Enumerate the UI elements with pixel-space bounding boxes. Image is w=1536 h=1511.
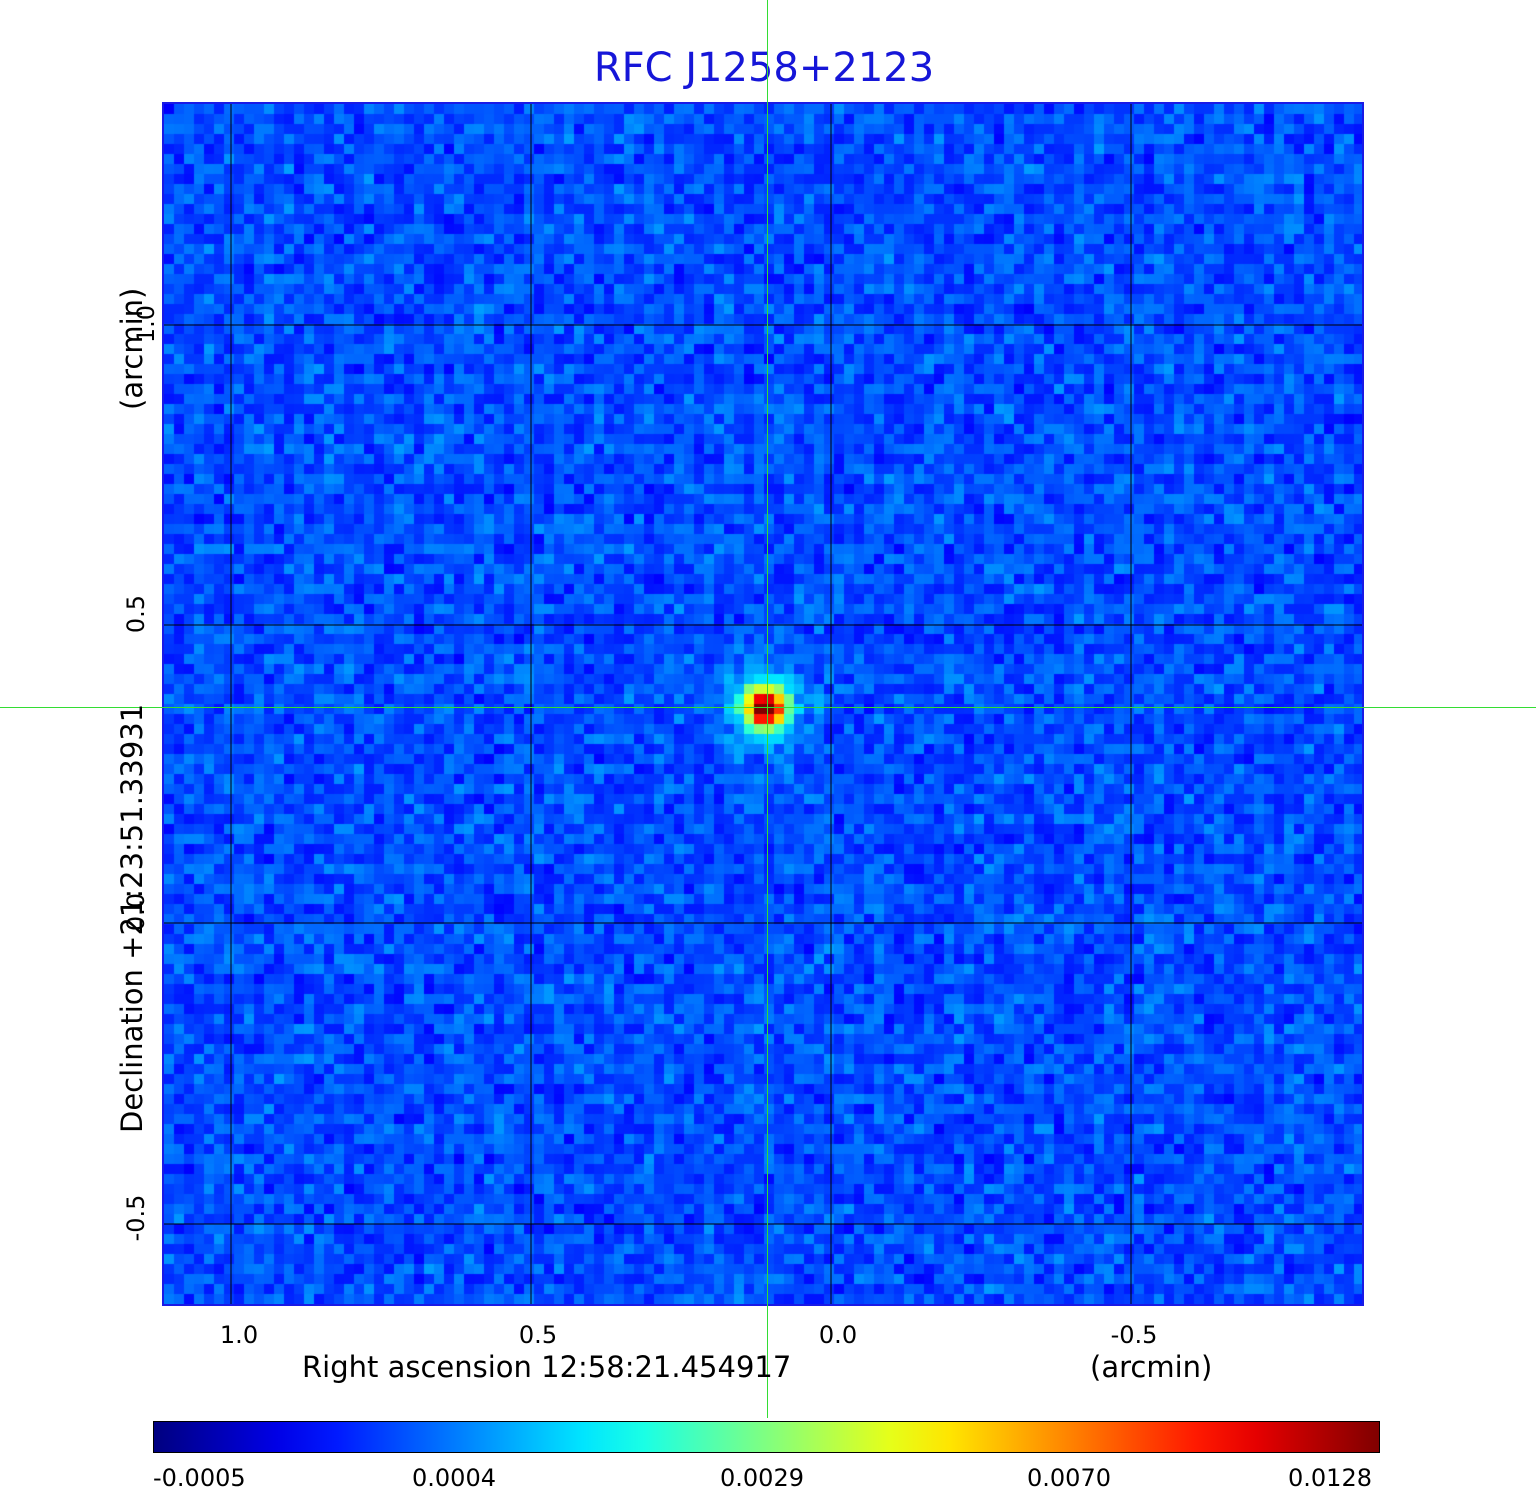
x-tick-label: 0.5 bbox=[518, 1321, 558, 1349]
intensity-map[interactable] bbox=[164, 104, 1362, 1304]
colorbar-label: 0.0070 bbox=[1027, 1464, 1111, 1492]
radio-image-panel[interactable] bbox=[162, 102, 1364, 1306]
x-tick-label: 1.0 bbox=[219, 1321, 259, 1349]
y-axis-unit: (arcmin) bbox=[115, 287, 149, 410]
colorbar-label: -0.0005 bbox=[153, 1464, 246, 1492]
y-tick-label: -0.5 bbox=[122, 1194, 150, 1242]
colorbar-label: 0.0029 bbox=[720, 1464, 804, 1492]
colorbar-label: 0.0128 bbox=[1288, 1464, 1372, 1492]
x-tick-label: -0.5 bbox=[1110, 1321, 1158, 1349]
crosshair-vertical bbox=[767, 0, 768, 1418]
colorbar bbox=[153, 1421, 1380, 1453]
crosshair-horizontal bbox=[0, 707, 1536, 708]
x-axis-unit: (arcmin) bbox=[1090, 1350, 1213, 1384]
coordinate-grid bbox=[164, 104, 1362, 1304]
image-title: RFC J1258+2123 bbox=[593, 45, 935, 91]
colorbar-label: 0.0004 bbox=[412, 1464, 496, 1492]
y-tick-label: 0.5 bbox=[122, 594, 150, 634]
y-axis-title: Declination +21:23:51.33931 bbox=[115, 703, 149, 1133]
x-axis-title: Right ascension 12:58:21.454917 bbox=[302, 1350, 792, 1384]
x-tick-label: 0.0 bbox=[818, 1321, 858, 1349]
